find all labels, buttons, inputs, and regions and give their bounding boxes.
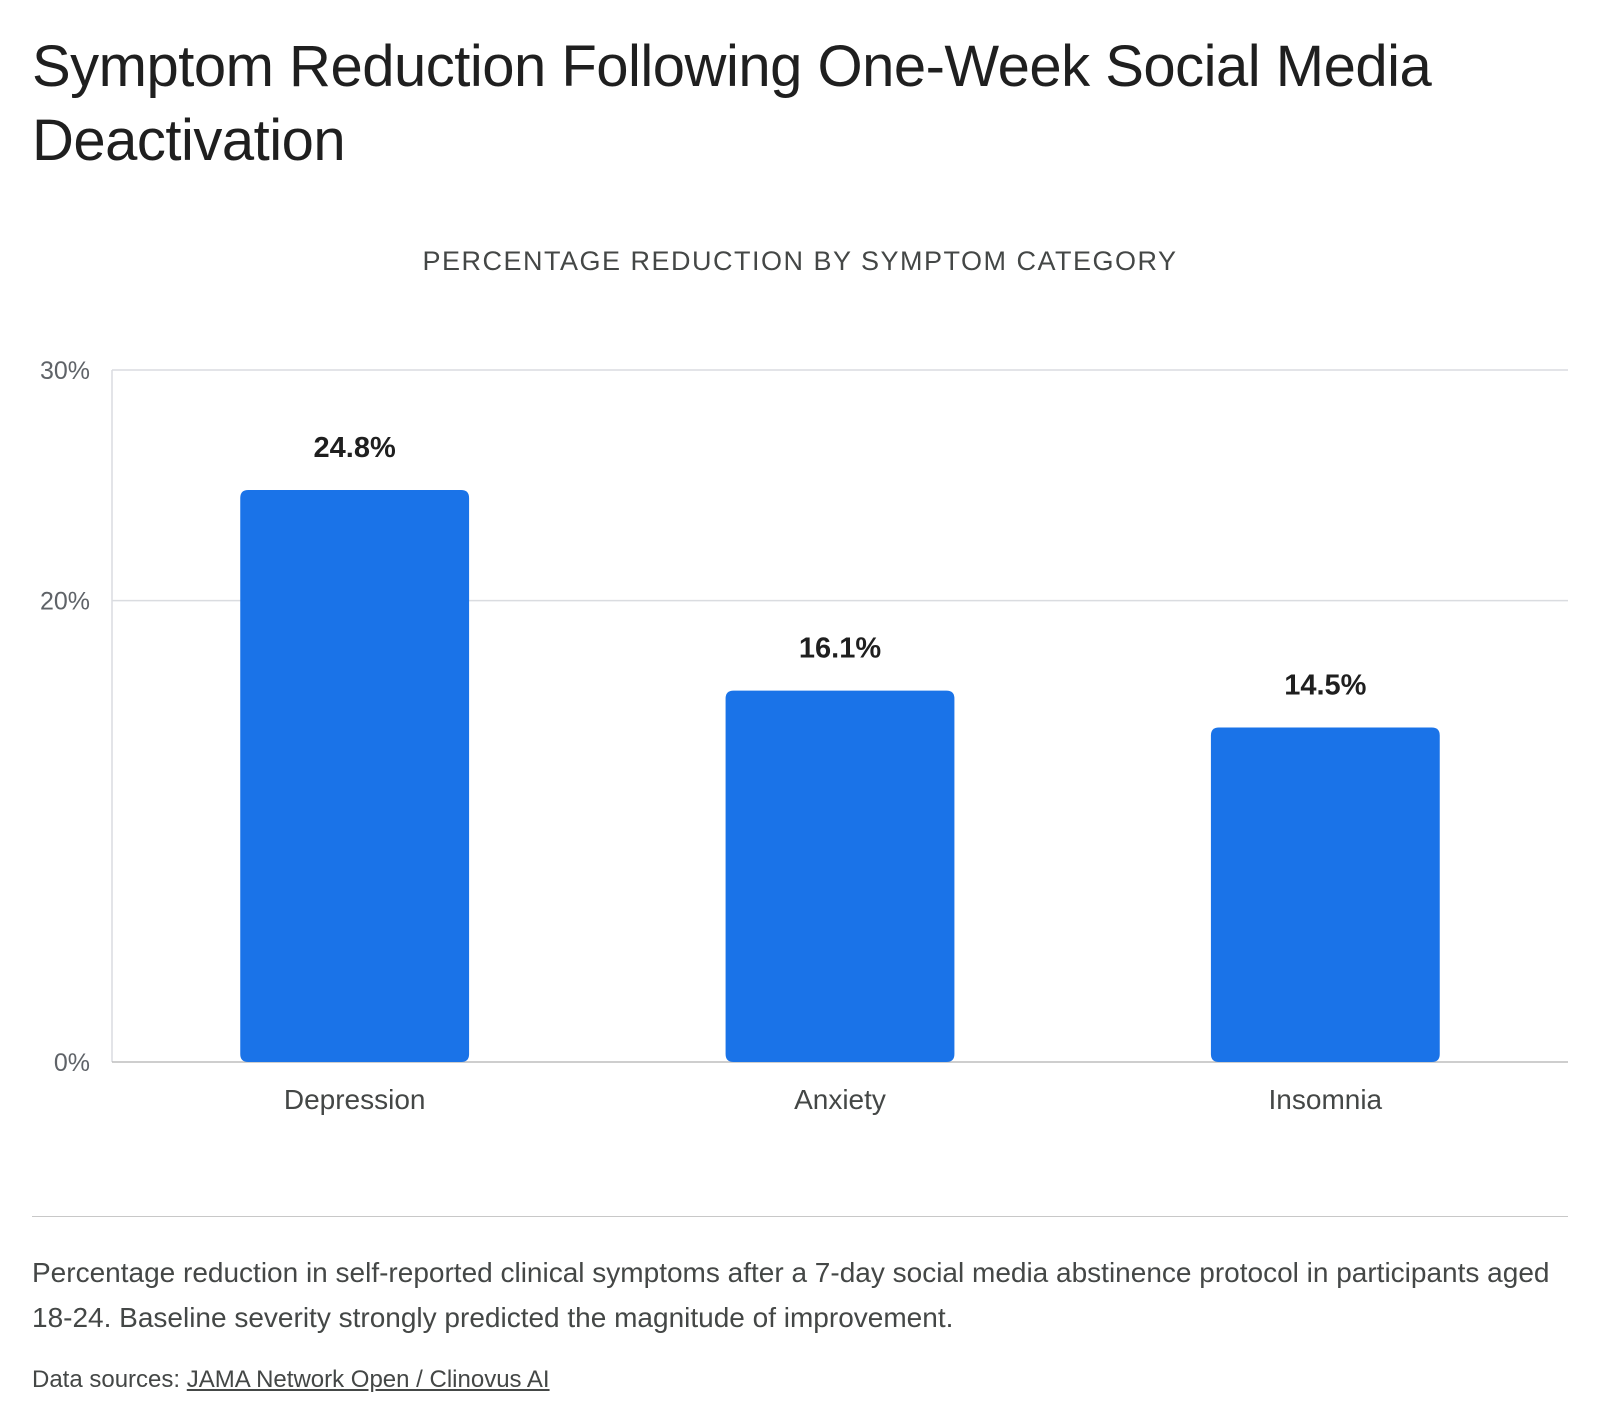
bar-anxiety	[725, 690, 955, 1062]
data-label: 24.8%	[314, 432, 396, 464]
sources-link[interactable]: JAMA Network Open / Clinovus AI	[186, 1366, 550, 1393]
x-tick-label: Insomnia	[1269, 1084, 1383, 1115]
y-tick-label: 0%	[54, 1049, 90, 1077]
data-label: 14.5%	[1284, 670, 1366, 702]
x-tick-label: Depression	[284, 1084, 426, 1115]
caption: Percentage reduction in self-reported cl…	[32, 1257, 1550, 1333]
sources: Data sources: JAMA Network Open / Clinov…	[32, 1366, 550, 1394]
page-title: Symptom Reduction Following One-Week Soc…	[32, 34, 1432, 173]
x-tick-label: Anxiety	[794, 1084, 886, 1115]
chart-title: PERCENTAGE REDUCTION BY SYMPTOM CATEGORY	[422, 246, 1177, 276]
data-label: 16.1%	[799, 633, 881, 665]
y-tick-label: 30%	[40, 357, 90, 385]
bar-depression	[240, 489, 470, 1062]
sources-label: Data sources:	[32, 1366, 181, 1393]
y-tick-label: 20%	[40, 588, 90, 616]
bar-chart: PERCENTAGE REDUCTION BY SYMPTOM CATEGORY…	[40, 246, 1568, 1115]
divider	[32, 1216, 1568, 1217]
bars	[240, 489, 1440, 1062]
labels: 0% 20% 30% 24.8% Depression 16.1% Anxiety 14.5%…	[40, 357, 1383, 1115]
bar-insomnia	[1210, 727, 1440, 1062]
